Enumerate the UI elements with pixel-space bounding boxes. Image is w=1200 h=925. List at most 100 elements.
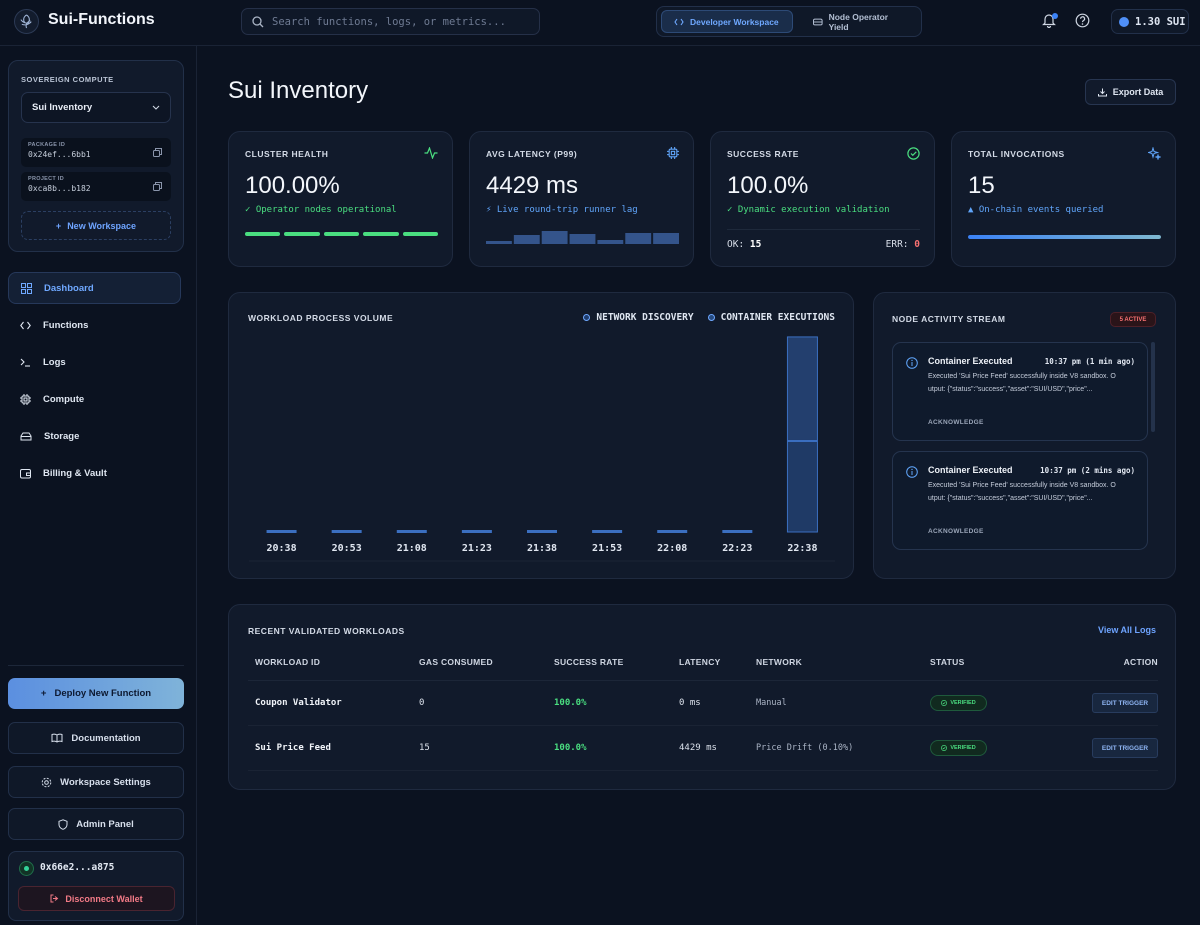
event-item: Container Executed 10:37 pm (1 min ago) …: [892, 342, 1148, 441]
stat-card-total-invocations: TOTAL INVOCATIONS 15 ▲ On-chain events q…: [951, 131, 1176, 267]
column-header: ACTION: [1123, 657, 1158, 667]
code-icon: [674, 18, 684, 25]
stat-label: CLUSTER HEALTH: [245, 149, 329, 159]
help-icon[interactable]: [1075, 13, 1090, 28]
network: Manual: [756, 698, 787, 708]
notification-badge: [1052, 13, 1058, 19]
balance-value: 1.30 SUI: [1135, 15, 1186, 28]
view-all-logs-link[interactable]: View All Logs: [1097, 625, 1156, 635]
success-rate: 100.0%: [554, 743, 587, 753]
new-workspace-button[interactable]: + New Workspace: [21, 211, 171, 240]
sidebar-item-billing-vault[interactable]: Billing & Vault: [8, 457, 181, 489]
settings-label: Workspace Settings: [60, 776, 151, 788]
admin-panel-button[interactable]: Admin Panel: [8, 808, 184, 840]
sidebar-item-logs[interactable]: Logs: [8, 346, 181, 378]
bar-empty[interactable]: [396, 530, 427, 533]
notifications-bell-icon[interactable]: [1042, 12, 1056, 28]
node-activity-card: NODE ACTIVITY STREAM 5 ACTIVE Container …: [873, 292, 1176, 579]
event-list[interactable]: Container Executed 10:37 pm (1 min ago) …: [892, 342, 1158, 560]
sidebar-item-label: Storage: [44, 430, 80, 442]
column-header[interactable]: SUCCESS RATE: [554, 657, 624, 667]
event-title: Container Executed: [928, 356, 1013, 366]
bar-empty[interactable]: [592, 530, 623, 533]
ok-count: 15: [749, 239, 762, 250]
app-logo-icon[interactable]: [14, 9, 39, 34]
copy-icon[interactable]: [153, 148, 162, 157]
storage-icon: [20, 432, 32, 440]
bar-empty[interactable]: [657, 530, 688, 533]
event-scrollbar[interactable]: [1151, 342, 1155, 432]
legend-label: CONTAINER EXECUTIONS: [720, 312, 835, 323]
status-text: VERIFIED: [950, 745, 976, 751]
stat-subtext: ✓ Operator nodes operational: [245, 205, 397, 215]
package-id-box: PACKAGE ID 0x24ef...6bb1: [21, 138, 171, 167]
column-header[interactable]: STATUS: [930, 657, 965, 667]
chart-title: WORKLOAD PROCESS VOLUME: [248, 313, 394, 323]
check-circle-icon: [941, 745, 948, 751]
table-row[interactable]: Sui Price Feed 15 100.0% 4429 ms Price D…: [248, 726, 1158, 771]
success-rate: 100.0%: [554, 698, 587, 708]
tab-developer-workspace-label: Developer Workspace: [690, 16, 779, 27]
search-bar[interactable]: [241, 8, 540, 35]
project-id-value: 0xca8b...b182: [28, 184, 91, 193]
sidebar-item-storage[interactable]: Storage: [8, 420, 181, 452]
gas-consumed: 0: [419, 698, 425, 708]
cpu-icon: [667, 147, 679, 159]
column-header[interactable]: GAS CONSUMED: [419, 657, 493, 667]
sidebar-divider: [8, 665, 184, 666]
bar-empty[interactable]: [331, 530, 362, 533]
stat-value: 4429 ms: [486, 172, 579, 199]
stat-label: AVG LATENCY (P99): [486, 149, 578, 159]
stat-value: 100.0%: [727, 172, 809, 199]
edit-trigger-button[interactable]: EDIT TRIGGER: [1092, 693, 1158, 713]
status-badge: VERIFIED: [930, 740, 987, 756]
sui-coin-icon: [1119, 16, 1129, 27]
legend-item-network-discovery[interactable]: NETWORK DISCOVERY: [583, 312, 694, 323]
err-count: 0: [914, 239, 920, 250]
edit-trigger-button[interactable]: EDIT TRIGGER: [1092, 738, 1158, 758]
wallet-address: 0x66e2...a875: [40, 862, 115, 873]
legend-item-container-executions[interactable]: CONTAINER EXECUTIONS: [707, 312, 835, 323]
acknowledge-button[interactable]: ACKNOWLEDGE: [928, 528, 984, 535]
stat-value: 15: [968, 172, 995, 199]
check-circle-icon: [907, 147, 920, 160]
bar-empty[interactable]: [722, 530, 753, 533]
workspace-select[interactable]: Sui Inventory: [21, 92, 171, 123]
sui-balance[interactable]: 1.30 SUI: [1111, 9, 1189, 34]
column-header[interactable]: NETWORK: [756, 657, 803, 667]
bar-empty[interactable]: [527, 530, 557, 533]
bar-container-executions[interactable]: [786, 336, 818, 441]
acknowledge-button[interactable]: ACKNOWLEDGE: [928, 419, 984, 426]
disconnect-wallet-button[interactable]: Disconnect Wallet: [18, 886, 175, 911]
workspace-settings-button[interactable]: Workspace Settings: [8, 766, 184, 798]
table-row[interactable]: Coupon Validator 0 100.0% 0 ms Manual VE…: [248, 681, 1158, 726]
documentation-button[interactable]: Documentation: [8, 722, 184, 754]
bar-empty[interactable]: [266, 530, 297, 533]
sidebar-item-compute[interactable]: Compute: [8, 383, 181, 415]
stat-value: 100.00%: [245, 172, 340, 199]
admin-label: Admin Panel: [76, 818, 134, 830]
bar-network-discovery[interactable]: [786, 440, 818, 533]
table-title: RECENT VALIDATED WORKLOADS: [248, 626, 405, 636]
x-tick-label: 21:23: [462, 543, 492, 554]
column-header[interactable]: WORKLOAD ID: [255, 657, 321, 667]
health-segment: [284, 232, 320, 236]
workload-bar-chart: 20:38 20:53 21:08 21:23 21:38 21:53 22:08 22:23…: [249, 336, 835, 562]
sidebar-item-functions[interactable]: Functions: [8, 309, 181, 341]
export-data-button[interactable]: Export Data: [1085, 79, 1176, 105]
event-item: Container Executed 10:37 pm (2 mins ago)…: [892, 451, 1148, 550]
wallet-status-icon: [19, 861, 34, 876]
package-id-value: 0x24ef...6bb1: [28, 150, 91, 159]
sidebar-item-label: Dashboard: [44, 282, 94, 294]
tab-node-operator-yield[interactable]: Node Operator Yield: [801, 10, 919, 33]
sidebar-item-dashboard[interactable]: Dashboard: [8, 272, 181, 304]
tab-developer-workspace[interactable]: Developer Workspace: [661, 10, 793, 33]
grid-icon: [21, 282, 32, 294]
deploy-new-function-button[interactable]: + Deploy New Function: [8, 678, 184, 709]
copy-icon[interactable]: [153, 182, 162, 191]
plus-icon: +: [55, 220, 62, 231]
column-header[interactable]: LATENCY: [679, 657, 721, 667]
event-time: 10:37 pm (1 min ago): [1044, 357, 1135, 366]
search-input[interactable]: [272, 15, 522, 28]
bar-empty[interactable]: [461, 530, 492, 533]
